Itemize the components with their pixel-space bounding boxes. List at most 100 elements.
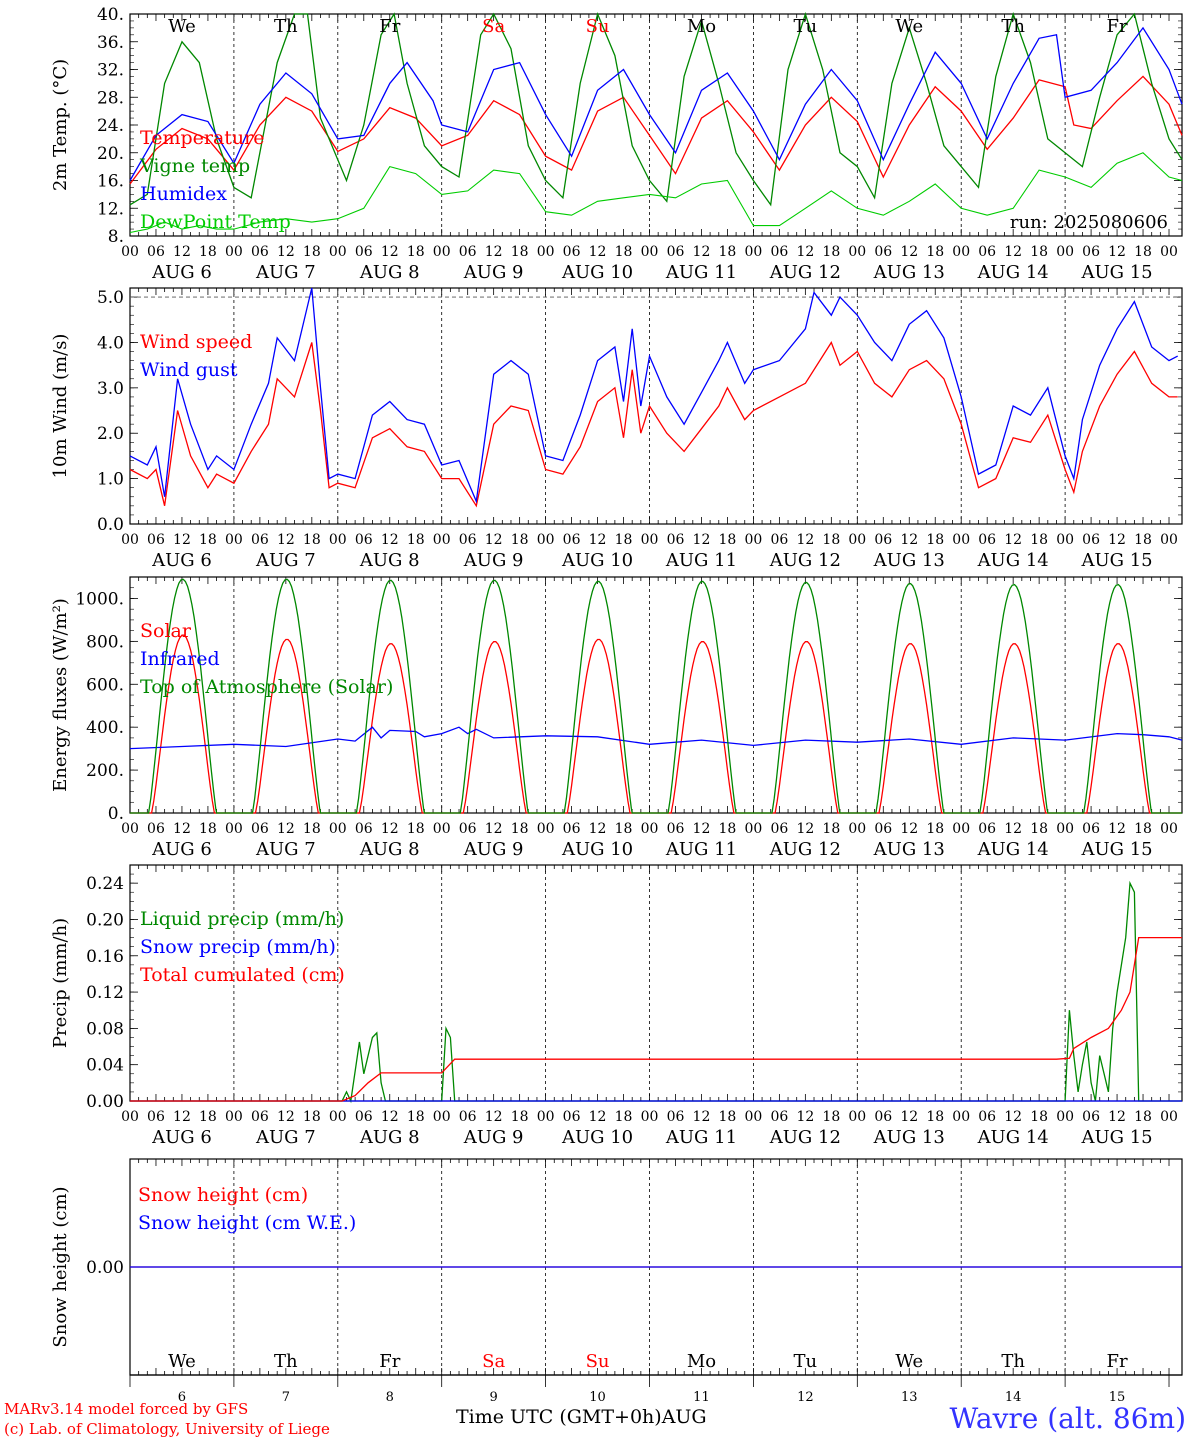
panel-3 [129,576,1183,814]
hour-label: 12 [796,532,814,548]
panel-5 [129,1158,1183,1387]
y-tick-label: 0.00 [86,1258,124,1278]
hour-label: 12 [1004,821,1022,837]
y-tick-label: 0.0 [97,515,124,535]
y-tick-label: 28. [97,88,124,108]
hour-label: 00 [225,821,243,837]
hour-label: 18 [719,532,737,548]
hour-label: 12 [173,244,191,260]
hour-label: 00 [329,821,347,837]
hour-label: 18 [407,1109,425,1125]
hour-label: 18 [199,532,217,548]
day-label: Th [274,16,298,37]
date-number: 12 [797,1390,814,1405]
date-label: AUG 7 [255,262,316,283]
date-label: AUG 11 [665,262,737,283]
hour-label: 06 [459,821,477,837]
hour-label: 12 [900,821,918,837]
hour-label: 00 [952,1109,970,1125]
day-label: Su [586,1351,610,1372]
hour-label: 06 [147,821,165,837]
date-label: AUG 9 [463,550,524,571]
hour-label: 06 [770,244,788,260]
hour-label: 06 [355,532,373,548]
hour-label: 00 [641,1109,659,1125]
hour-label: 18 [719,821,737,837]
hour-label: 18 [926,1109,944,1125]
hour-label: 12 [1108,821,1126,837]
legend-entry: Snow height (cm) [138,1184,308,1206]
hour-label: 12 [1108,244,1126,260]
y-tick-label: 0.16 [86,947,124,967]
hour-label: 00 [1160,244,1178,260]
hour-label: 18 [1030,244,1048,260]
hour-label: 12 [485,244,503,260]
hour-label: 00 [641,532,659,548]
hour-label: 00 [121,821,139,837]
date-number: 6 [178,1390,186,1405]
y-axis-label: 2m Temp. (°C) [50,59,71,191]
hour-label: 18 [1030,1109,1048,1125]
panel-2 [129,287,1183,525]
hour-label: 12 [796,244,814,260]
series-line-total-cumulated-cm- [130,936,1182,1102]
y-tick-label: 8. [108,227,124,247]
hour-label: 18 [1134,244,1152,260]
hour-label: 06 [1082,1109,1100,1125]
hour-label: 06 [563,244,581,260]
hour-label: 00 [537,1109,555,1125]
date-label: AUG 15 [1080,262,1152,283]
hour-label: 06 [667,532,685,548]
hour-label: 06 [147,244,165,260]
hour-label: 00 [225,244,243,260]
hour-label: 18 [615,1109,633,1125]
hour-label: 18 [511,244,529,260]
hour-label: 12 [589,1109,607,1125]
hour-label: 00 [744,1109,762,1125]
day-label: We [895,1351,923,1372]
hour-label: 12 [1108,532,1126,548]
date-number: 13 [901,1390,918,1405]
hour-label: 12 [796,1109,814,1125]
y-tick-label: 600. [86,675,124,695]
hour-label: 18 [199,244,217,260]
hour-label: 00 [848,821,866,837]
hour-label: 00 [329,532,347,548]
y-tick-label: 0.08 [86,1019,124,1039]
hour-label: 12 [277,244,295,260]
lab-credit: (c) Lab. of Climatology, University of L… [4,1420,330,1438]
legend-entry: Snow height (cm W.E.) [138,1212,356,1234]
hour-label: 18 [926,821,944,837]
hour-label: 12 [900,532,918,548]
panel-4 [129,864,1183,1104]
series-line-humidex [129,26,1183,181]
hour-label: 06 [251,821,269,837]
date-label: AUG 7 [255,1127,316,1148]
legend-entry: Wind gust [140,359,238,381]
series-line-dewpoint-temp [129,152,1183,234]
date-label: AUG 13 [873,1127,945,1148]
station-name[interactable]: Wavre (alt. 86m) [949,1402,1186,1435]
day-label: Fr [1107,1351,1128,1372]
hour-label: 00 [537,821,555,837]
date-label: AUG 15 [1080,550,1152,571]
date-label: AUG 13 [873,839,945,860]
y-tick-label: 40. [97,5,124,25]
y-tick-label: 4.0 [97,333,124,353]
hour-label: 00 [1056,821,1074,837]
y-tick-label: 0.20 [86,910,124,930]
date-label: AUG 8 [359,839,420,860]
day-label: Tu [794,1351,818,1372]
date-label: AUG 12 [769,550,841,571]
hour-label: 18 [1030,532,1048,548]
hour-label: 00 [641,821,659,837]
series-line-temperature [129,75,1183,185]
hour-label: 12 [277,532,295,548]
hour-label: 06 [459,532,477,548]
run-label: run: 2025080606 [1010,212,1168,233]
hour-label: 18 [511,821,529,837]
hour-label: 00 [433,244,451,260]
hour-label: 12 [1108,1109,1126,1125]
hour-label: 18 [303,821,321,837]
